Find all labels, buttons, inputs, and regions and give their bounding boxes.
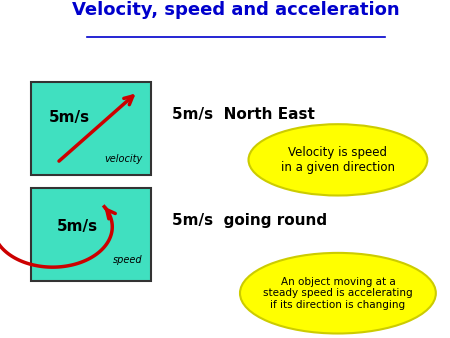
FancyBboxPatch shape xyxy=(32,82,151,175)
Text: 5m/s: 5m/s xyxy=(49,110,90,125)
Text: An object moving at a
steady speed is accelerating
if its direction is changing: An object moving at a steady speed is ac… xyxy=(263,276,413,310)
Text: Velocity is speed
in a given direction: Velocity is speed in a given direction xyxy=(281,146,395,174)
Text: 5m/s  going round: 5m/s going round xyxy=(172,213,327,228)
Text: 5m/s  North East: 5m/s North East xyxy=(172,107,315,122)
Ellipse shape xyxy=(248,124,428,195)
Text: 5m/s: 5m/s xyxy=(57,219,98,234)
FancyBboxPatch shape xyxy=(32,188,151,281)
Title: Velocity, speed and acceleration: Velocity, speed and acceleration xyxy=(72,1,400,19)
Text: velocity: velocity xyxy=(104,153,142,164)
Text: speed: speed xyxy=(112,255,142,265)
Ellipse shape xyxy=(240,253,436,334)
